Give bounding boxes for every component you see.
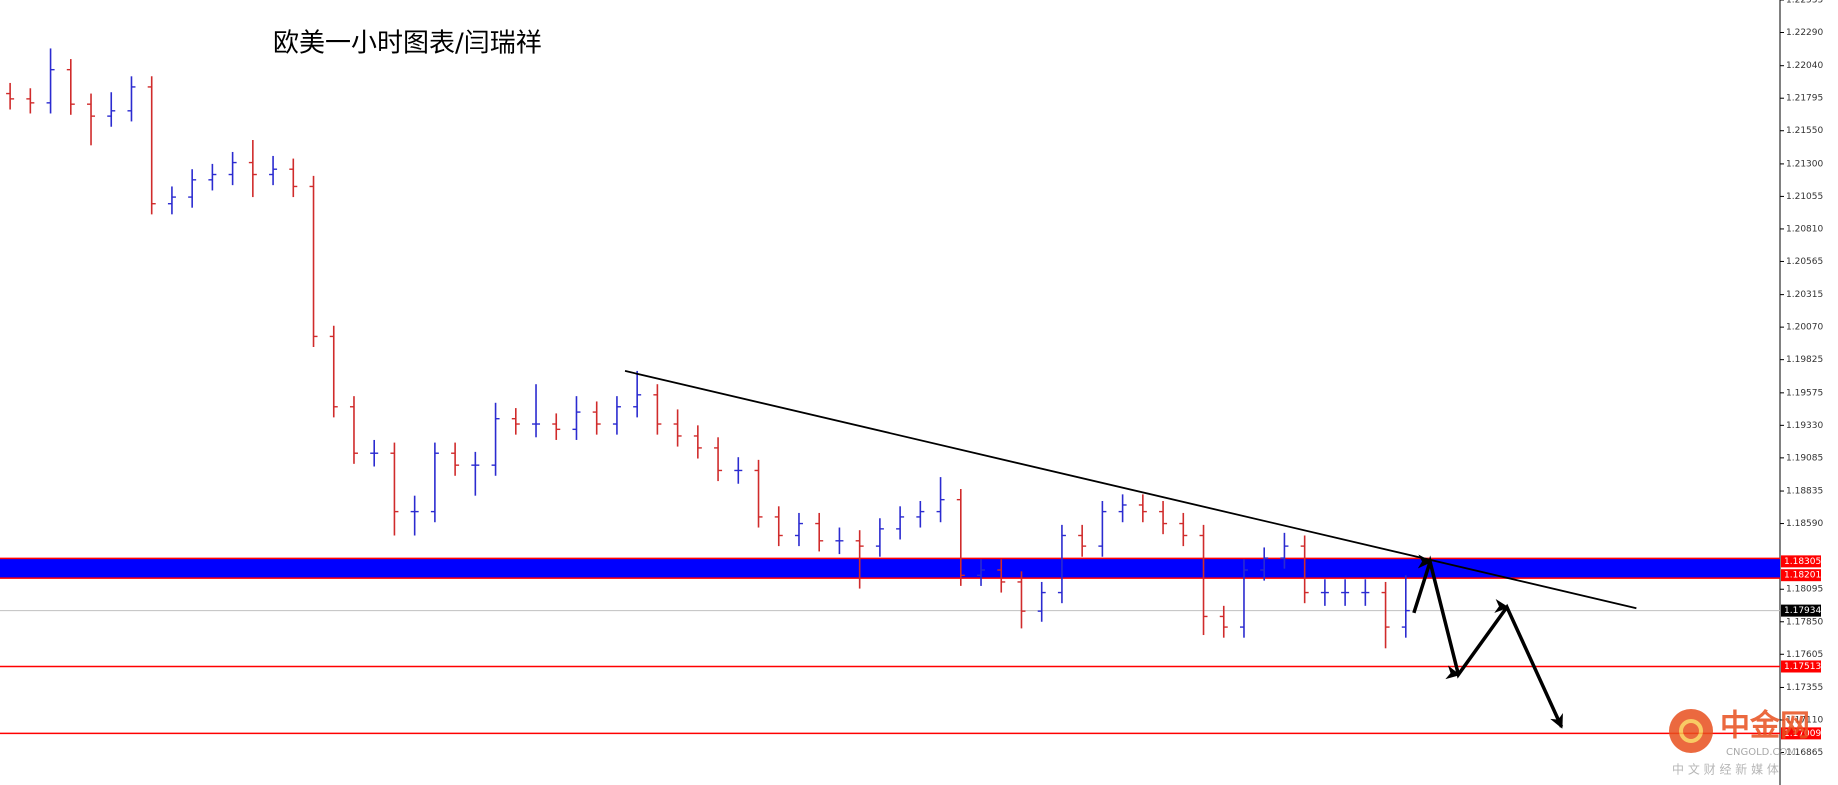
price-tag-label: 1.17009 <box>1784 729 1821 739</box>
y-tick-label: 1.18095 <box>1786 585 1823 595</box>
price-tag-label: 1.17513 <box>1784 662 1821 672</box>
price-tag-label: 1.18201 <box>1784 571 1821 581</box>
price-tag-label: 1.17934 <box>1784 606 1821 616</box>
y-tick-label: 1.19085 <box>1786 453 1823 463</box>
y-tick-label: 1.17110 <box>1786 715 1823 725</box>
y-tick-label: 1.21055 <box>1786 192 1823 202</box>
y-tick-label: 1.17850 <box>1786 617 1823 627</box>
price-tag-label: 1.18305 <box>1784 557 1821 567</box>
y-tick-label: 1.19330 <box>1786 421 1823 431</box>
price-tag <box>1781 604 1821 617</box>
y-tick-label: 1.22535 <box>1786 0 1823 6</box>
y-tick-label: 1.19575 <box>1786 388 1823 398</box>
resistance-band <box>0 558 1780 579</box>
y-tick-label: 1.17605 <box>1786 650 1823 660</box>
y-tick-label: 1.18590 <box>1786 519 1823 529</box>
chart-title: 欧美一小时图表/闫瑞祥 <box>273 29 542 59</box>
y-tick-label: 1.22040 <box>1786 61 1823 71</box>
watermark-domain: CNGOLD.COM <box>1726 747 1796 758</box>
watermark-logo-inner <box>1679 719 1703 743</box>
y-tick-label: 1.20070 <box>1786 323 1823 333</box>
y-tick-label: 1.21300 <box>1786 159 1823 169</box>
y-tick-label: 1.19825 <box>1786 355 1823 365</box>
y-tick-label: 1.20810 <box>1786 224 1823 234</box>
y-tick-label: 1.21550 <box>1786 126 1823 136</box>
watermark: 中金网 CNGOLD.COM 中 文 财 经 新 媒 体 <box>1669 709 1810 777</box>
y-tick-label: 1.17355 <box>1786 683 1823 693</box>
price-tag <box>1781 727 1821 740</box>
y-tick-label: 1.22290 <box>1786 28 1823 38</box>
price-tag <box>1781 555 1821 568</box>
watermark-logo <box>1669 709 1713 753</box>
y-tick-label: 1.21795 <box>1786 94 1823 104</box>
watermark-slogan: 中 文 财 经 新 媒 体 <box>1672 762 1779 777</box>
price-tag <box>1781 569 1821 582</box>
projection-path <box>1412 554 1564 729</box>
watermark-name: 中金网 <box>1720 709 1810 744</box>
y-tick-label: 1.20565 <box>1786 257 1823 267</box>
y-tick-label: 1.16865 <box>1786 748 1823 758</box>
y-tick-label: 1.20315 <box>1786 290 1823 300</box>
y-tick-label: 1.18835 <box>1786 487 1823 497</box>
price-tag <box>1781 660 1821 673</box>
